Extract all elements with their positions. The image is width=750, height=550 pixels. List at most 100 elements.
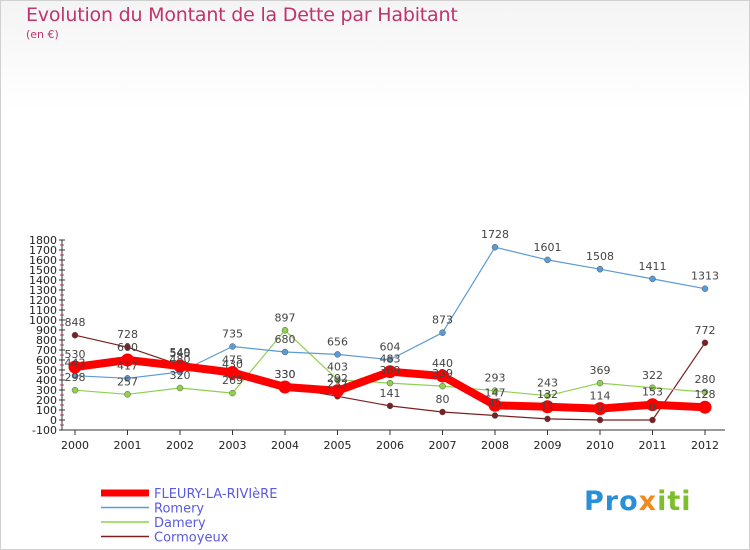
- data-label: 728: [117, 328, 138, 341]
- y-tick-label: 1300: [29, 284, 57, 297]
- data-label: 369: [590, 364, 611, 377]
- series-point-3: [124, 343, 131, 351]
- legend-label: Damery: [154, 516, 206, 531]
- y-tick-label: 900: [36, 324, 57, 337]
- data-label: 604: [380, 341, 401, 354]
- series-point-0: [331, 384, 344, 398]
- y-tick-label: -100: [32, 424, 57, 437]
- series-point-2: [439, 382, 446, 390]
- y-tick-label: 100: [36, 404, 57, 417]
- series-point-1: [596, 265, 604, 273]
- series-point-3: [386, 402, 394, 410]
- series-point-0: [383, 365, 397, 379]
- series-point-3: [439, 408, 446, 416]
- series-point-2: [71, 386, 79, 394]
- data-label: 475: [222, 354, 243, 367]
- y-tick-label: 400: [36, 374, 57, 387]
- y-tick-label: 1200: [29, 294, 57, 307]
- data-label: 298: [65, 371, 86, 384]
- series-point-3: [491, 412, 499, 419]
- y-tick-label: 1400: [29, 274, 57, 287]
- data-label: 530: [65, 348, 86, 361]
- data-label: 680: [275, 333, 296, 346]
- series-point-1: [649, 275, 656, 283]
- data-label: 540: [170, 347, 191, 360]
- series-point-1: [281, 348, 289, 356]
- data-label: 293: [485, 372, 506, 385]
- series-point-2: [229, 389, 236, 397]
- series-point-0: [593, 402, 607, 416]
- data-label: 339: [432, 367, 453, 380]
- y-tick-label: 1100: [29, 304, 57, 317]
- x-tick-label: 2001: [114, 439, 142, 452]
- chart-title: Evolution du Montant de la Dette par Hab…: [26, 4, 458, 26]
- data-label: 243: [537, 377, 558, 390]
- series-point-0: [278, 380, 292, 394]
- series-point-0: [173, 359, 187, 373]
- y-tick-label: 1000: [29, 314, 57, 327]
- data-labels: 530 600 540 475 330 292 483 440 147 132 114 153 128 4…: [65, 228, 720, 414]
- data-label: 430: [222, 358, 243, 371]
- data-label: 735: [222, 328, 243, 341]
- data-label: 549: [170, 346, 191, 359]
- data-label: 292: [327, 372, 348, 385]
- series-point-0: [698, 400, 712, 414]
- series-point-3: [71, 331, 79, 339]
- legend-label: FLEURY-LA-RIVIèRE: [154, 487, 277, 502]
- data-label: 320: [170, 369, 191, 382]
- series-point-1: [334, 351, 341, 358]
- series-layer: [68, 243, 712, 424]
- y-tick-label: 600: [36, 354, 57, 367]
- x-tick-label: 2007: [429, 439, 457, 452]
- data-label: 114: [590, 390, 611, 403]
- legend-label: Cormoyeux: [154, 531, 229, 546]
- series-point-2: [596, 379, 604, 387]
- series-point-2: [491, 387, 499, 394]
- y-tick-label: 0: [50, 414, 57, 427]
- x-tick-label: 2002: [166, 439, 194, 452]
- data-label: 1411: [639, 260, 667, 273]
- data-label: 269: [222, 374, 243, 387]
- axes: -100010020030040050060070080090010001100…: [29, 234, 725, 452]
- data-label: 132: [537, 388, 558, 401]
- data-label: 417: [117, 359, 138, 372]
- series-point-0: [226, 366, 239, 379]
- series-point-0: [646, 398, 659, 412]
- series-point-1: [124, 375, 131, 382]
- series-point-2: [544, 392, 551, 399]
- x-tick-label: 2000: [61, 439, 89, 452]
- data-label: 848: [65, 316, 86, 329]
- series-point-2: [281, 327, 289, 334]
- series-point-1: [491, 243, 499, 251]
- x-tick-label: 2010: [586, 439, 614, 452]
- data-label: 0: [597, 401, 604, 414]
- series-point-0: [121, 353, 134, 367]
- data-label: 873: [432, 314, 453, 327]
- series-point-1: [229, 343, 236, 350]
- data-label: 280: [695, 373, 716, 386]
- data-label: 440: [432, 357, 453, 370]
- x-tick-label: 2011: [639, 439, 667, 452]
- x-tick-label: 2005: [324, 439, 352, 452]
- data-label: 897: [275, 311, 296, 324]
- data-label: 483: [380, 353, 401, 366]
- y-tick-label: 1500: [29, 264, 57, 277]
- y-tick-label: 800: [36, 334, 57, 347]
- series-point-0: [436, 369, 449, 383]
- series-point-2: [124, 391, 131, 398]
- data-label: 656: [327, 335, 348, 348]
- y-tick-label: 1800: [29, 234, 57, 247]
- proxiti-logo: Proxiti: [584, 486, 692, 517]
- data-label: 480: [170, 353, 191, 366]
- series-point-3: [649, 416, 656, 424]
- data-label: 128: [695, 388, 716, 401]
- data-label: 1728: [481, 228, 509, 241]
- legend-label: Romery: [154, 502, 204, 517]
- data-label: 600: [117, 341, 138, 354]
- y-tick-label: 1600: [29, 254, 57, 267]
- data-label: 147: [485, 386, 506, 399]
- series-point-3: [701, 339, 709, 347]
- series-point-0: [541, 400, 554, 414]
